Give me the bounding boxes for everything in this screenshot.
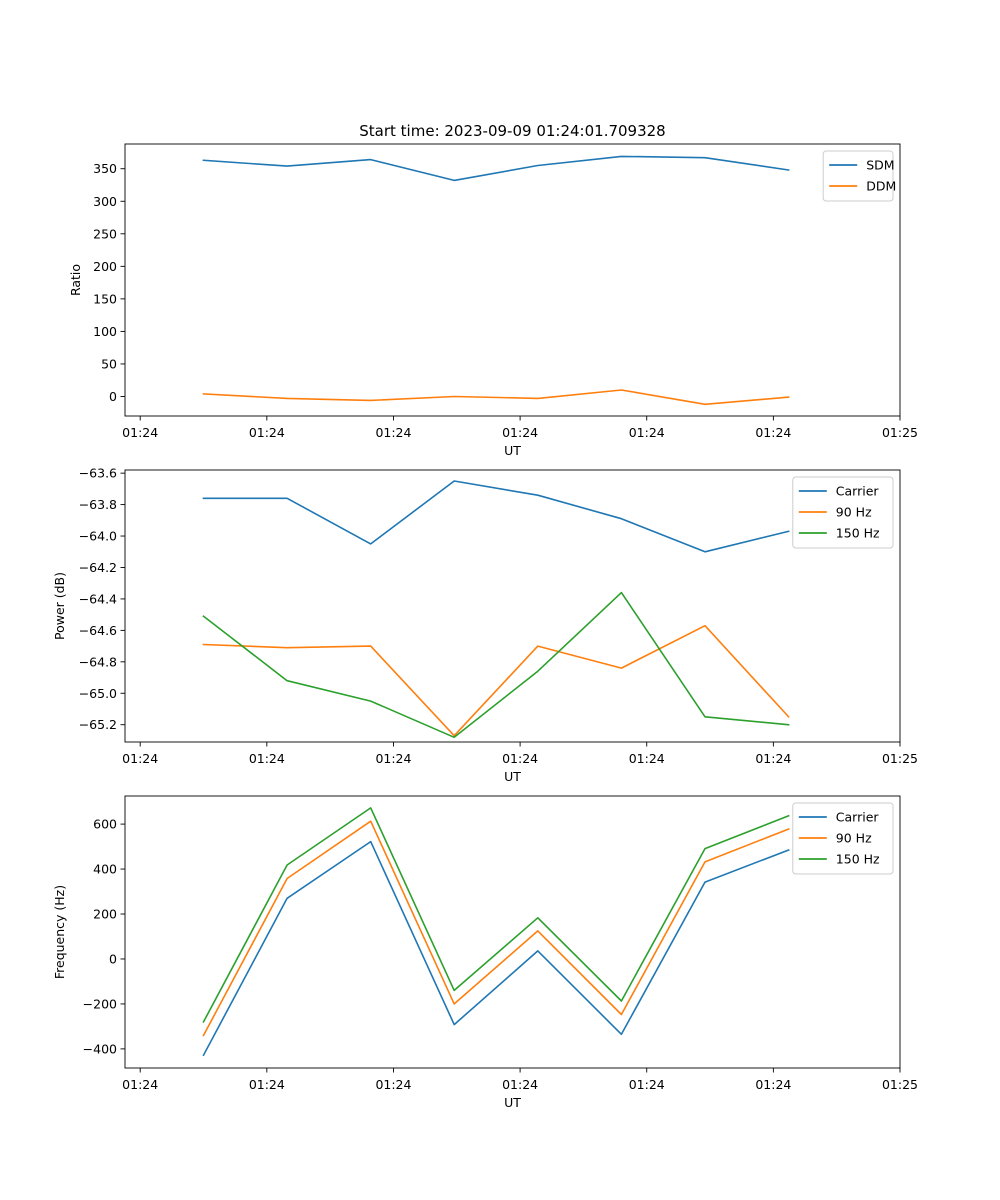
x-tick-label: 01:25 (882, 1077, 918, 1092)
y-tick-label: 300 (93, 194, 117, 209)
x-tick-label: 01:24 (629, 425, 665, 440)
y-tick-label: −400 (83, 1041, 117, 1056)
y-tick-label: 0 (109, 951, 117, 966)
x-tick-label: 01:24 (249, 751, 285, 766)
x-tick-label: 01:24 (502, 751, 538, 766)
plot-frame (124, 469, 901, 743)
x-tick-label: 01:24 (755, 751, 791, 766)
series-line-carrier (202, 480, 790, 553)
x-tick-label: 01:24 (375, 1077, 411, 1092)
x-axis-label: UT (504, 443, 521, 458)
y-tick-label: 50 (101, 356, 117, 371)
y-tick-label: −64.2 (79, 560, 117, 575)
y-axis-label: Frequency (Hz) (52, 885, 67, 979)
frequency-panel: 01:24 01:24 01:24 01:24 01:24 01:24 01:25 −400 −… (52, 795, 918, 1110)
figure-title: Start time: 2023-09-09 01:24:01.709328 (359, 122, 665, 140)
x-tick-label: 01:25 (882, 425, 918, 440)
x-tick-label: 01:24 (629, 1077, 665, 1092)
legend-label: DDM (866, 179, 896, 194)
legend-label: Carrier (836, 484, 880, 499)
series-line-ddm (202, 389, 790, 406)
series-line-carrier (202, 840, 790, 1057)
y-tick-label: 350 (93, 161, 117, 176)
legend-box (792, 476, 894, 549)
y-tick-label: 150 (93, 291, 117, 306)
x-tick-label: 01:24 (375, 751, 411, 766)
ratio-panel: 01:24 01:24 01:24 01:24 01:24 01:24 01:25 0 50 10… (68, 143, 918, 458)
x-tick-label: 01:24 (502, 1077, 538, 1092)
plot-frame (124, 143, 901, 417)
x-tick-label: 01:24 (122, 425, 158, 440)
series-line-sdm (202, 155, 790, 182)
y-tick-label: −200 (83, 996, 117, 1011)
y-axis-label: Ratio (68, 264, 83, 296)
series-line-90-hz (202, 820, 790, 1037)
series-line-90-hz (202, 624, 790, 737)
series-line-150-hz (202, 591, 790, 739)
y-tick-label: 200 (93, 907, 117, 922)
x-tick-label: 01:24 (122, 751, 158, 766)
y-tick-label: −64.4 (79, 591, 117, 606)
y-tick-label: 600 (93, 817, 117, 832)
y-tick-label: −63.8 (79, 497, 117, 512)
legend-label: SDM (866, 158, 894, 173)
legend-label: 150 Hz (836, 852, 880, 867)
y-tick-label: −63.6 (79, 466, 117, 481)
x-tick-label: 01:24 (629, 751, 665, 766)
legend-label: 150 Hz (836, 526, 880, 541)
power-panel: 01:24 01:24 01:24 01:24 01:24 01:24 01:25 −63.6… (52, 466, 918, 784)
x-axis-label: UT (504, 769, 521, 784)
y-tick-label: 250 (93, 226, 117, 241)
x-tick-label: 01:24 (375, 425, 411, 440)
legend-label: 90 Hz (836, 831, 872, 846)
x-tick-label: 01:24 (249, 1077, 285, 1092)
legend-box (792, 802, 894, 875)
legend-label: Carrier (836, 810, 880, 825)
y-tick-label: −65.0 (79, 686, 117, 701)
y-tick-label: 200 (93, 259, 117, 274)
y-axis-label: Power (dB) (52, 572, 67, 640)
x-tick-label: 01:24 (122, 1077, 158, 1092)
y-tick-label: 0 (109, 389, 117, 404)
legend-box (822, 150, 894, 202)
x-axis-label: UT (504, 1095, 521, 1110)
x-tick-label: 01:24 (755, 425, 791, 440)
plot-frame (124, 795, 901, 1069)
y-tick-label: −65.2 (79, 717, 117, 732)
x-tick-label: 01:24 (249, 425, 285, 440)
y-tick-label: 400 (93, 862, 117, 877)
y-tick-label: −64.6 (79, 623, 117, 638)
y-tick-label: 100 (93, 324, 117, 339)
legend-label: 90 Hz (836, 505, 872, 520)
x-tick-label: 01:24 (755, 1077, 791, 1092)
x-tick-label: 01:24 (502, 425, 538, 440)
series-line-150-hz (202, 807, 790, 1023)
y-tick-label: −64.0 (79, 529, 117, 544)
x-tick-label: 01:25 (882, 751, 918, 766)
y-tick-label: −64.8 (79, 654, 117, 669)
